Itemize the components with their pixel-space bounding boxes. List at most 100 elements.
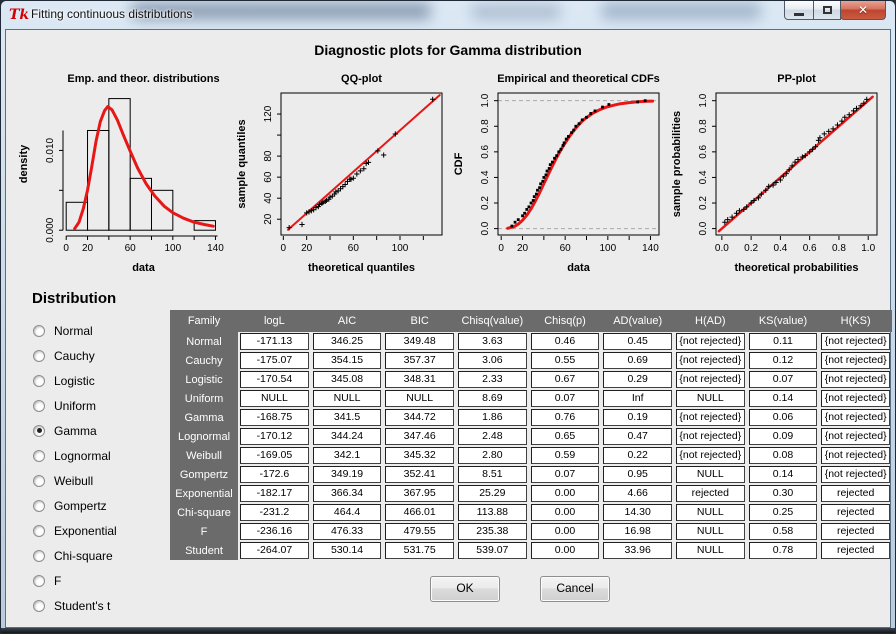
value-entry[interactable]: 0.06 [748, 409, 818, 426]
value-entry[interactable]: 464.4 [312, 504, 382, 521]
value-entry[interactable]: -169.05 [240, 447, 309, 464]
value-entry[interactable]: 8.69 [458, 390, 527, 407]
ok-button[interactable]: OK [430, 576, 500, 602]
value-entry[interactable]: 530.14 [312, 542, 382, 559]
value-entry[interactable]: {not rejected} [675, 333, 745, 350]
value-entry[interactable]: 342.1 [312, 447, 382, 464]
value-entry[interactable]: 345.32 [385, 447, 455, 464]
maximize-button[interactable] [813, 1, 841, 20]
value-entry[interactable]: 531.75 [385, 542, 455, 559]
value-entry[interactable]: NULL [675, 504, 745, 521]
close-button[interactable]: ✕ [840, 1, 886, 20]
value-entry[interactable]: rejected [675, 485, 745, 502]
radio-distribution-gompertz[interactable]: Gompertz [26, 493, 166, 518]
minimize-button[interactable] [784, 1, 814, 20]
value-entry[interactable]: 14.30 [603, 504, 672, 521]
value-entry[interactable]: 0.65 [530, 428, 600, 445]
value-entry[interactable]: 2.80 [458, 447, 527, 464]
value-entry[interactable]: {not rejected} [821, 352, 890, 369]
value-entry[interactable]: 235.38 [458, 523, 527, 540]
value-entry[interactable]: {not rejected} [821, 371, 890, 388]
value-entry[interactable]: 0.00 [530, 542, 600, 559]
value-entry[interactable]: 0.07 [748, 371, 818, 388]
value-entry[interactable]: {not rejected} [675, 371, 745, 388]
value-entry[interactable]: -170.54 [240, 371, 309, 388]
value-entry[interactable]: NULL [675, 466, 745, 483]
value-entry[interactable]: -175.07 [240, 352, 309, 369]
value-entry[interactable]: 0.08 [748, 447, 818, 464]
value-entry[interactable]: 0.59 [530, 447, 600, 464]
value-entry[interactable]: 0.19 [603, 409, 672, 426]
value-entry[interactable]: 0.45 [603, 333, 672, 350]
value-entry[interactable]: 0.14 [748, 390, 818, 407]
value-entry[interactable]: 0.29 [603, 371, 672, 388]
value-entry[interactable]: {not rejected} [675, 447, 745, 464]
value-entry[interactable]: 344.72 [385, 409, 455, 426]
value-entry[interactable]: 345.08 [312, 371, 382, 388]
value-entry[interactable]: 0.67 [530, 371, 600, 388]
value-entry[interactable]: 366.34 [312, 485, 382, 502]
value-entry[interactable]: {not rejected} [675, 352, 745, 369]
value-entry[interactable]: 344.24 [312, 428, 382, 445]
value-entry[interactable]: 33.96 [603, 542, 672, 559]
value-entry[interactable]: 0.07 [530, 466, 600, 483]
value-entry[interactable]: {not rejected} [821, 390, 890, 407]
value-entry[interactable]: NULL [240, 390, 309, 407]
value-entry[interactable]: 0.00 [530, 504, 600, 521]
value-entry[interactable]: 4.66 [603, 485, 672, 502]
value-entry[interactable]: 0.55 [530, 352, 600, 369]
radio-distribution-chi-square[interactable]: Chi-square [26, 543, 166, 568]
value-entry[interactable]: 25.29 [458, 485, 527, 502]
value-entry[interactable]: 0.30 [748, 485, 818, 502]
radio-distribution-lognormal[interactable]: Lognormal [26, 443, 166, 468]
value-entry[interactable]: 0.47 [603, 428, 672, 445]
value-entry[interactable]: 367.95 [385, 485, 455, 502]
value-entry[interactable]: -231.2 [240, 504, 309, 521]
value-entry[interactable]: 357.37 [385, 352, 455, 369]
value-entry[interactable]: NULL [675, 390, 745, 407]
value-entry[interactable]: {not rejected} [821, 409, 890, 426]
value-entry[interactable]: 539.07 [458, 542, 527, 559]
value-entry[interactable]: 476.33 [312, 523, 382, 540]
value-entry[interactable]: 1.86 [458, 409, 527, 426]
value-entry[interactable]: 113.88 [458, 504, 527, 521]
radio-distribution-uniform[interactable]: Uniform [26, 393, 166, 418]
value-entry[interactable]: {not rejected} [821, 466, 890, 483]
value-entry[interactable]: 0.95 [603, 466, 672, 483]
value-entry[interactable]: 0.07 [530, 390, 600, 407]
radio-distribution-normal[interactable]: Normal [26, 318, 166, 343]
value-entry[interactable]: -236.16 [240, 523, 309, 540]
value-entry[interactable]: 349.19 [312, 466, 382, 483]
radio-distribution-weibull[interactable]: Weibull [26, 468, 166, 493]
value-entry[interactable]: 0.76 [530, 409, 600, 426]
value-entry[interactable]: 352.41 [385, 466, 455, 483]
value-entry[interactable]: 3.63 [458, 333, 527, 350]
value-entry[interactable]: rejected [821, 523, 890, 540]
value-entry[interactable]: 347.46 [385, 428, 455, 445]
value-entry[interactable]: 16.98 [603, 523, 672, 540]
value-entry[interactable]: NULL [675, 542, 745, 559]
value-entry[interactable]: 0.00 [530, 485, 600, 502]
value-entry[interactable]: -168.75 [240, 409, 309, 426]
value-entry[interactable]: -264.07 [240, 542, 309, 559]
title-bar[interactable]: Tk Fitting continuous distributions ✕ [1, 1, 895, 29]
value-entry[interactable]: 341.5 [312, 409, 382, 426]
value-entry[interactable]: 0.78 [748, 542, 818, 559]
cancel-button[interactable]: Cancel [540, 576, 610, 602]
value-entry[interactable]: 0.09 [748, 428, 818, 445]
value-entry[interactable]: Inf [603, 390, 672, 407]
value-entry[interactable]: 346.25 [312, 333, 382, 350]
value-entry[interactable]: rejected [821, 485, 890, 502]
value-entry[interactable]: 8.51 [458, 466, 527, 483]
value-entry[interactable]: 349.48 [385, 333, 455, 350]
value-entry[interactable]: 3.06 [458, 352, 527, 369]
radio-distribution-exponential[interactable]: Exponential [26, 518, 166, 543]
value-entry[interactable]: rejected [821, 504, 890, 521]
radio-distribution-student-s-t[interactable]: Student's t [26, 593, 166, 618]
value-entry[interactable]: 0.69 [603, 352, 672, 369]
value-entry[interactable]: {not rejected} [675, 409, 745, 426]
value-entry[interactable]: 348.31 [385, 371, 455, 388]
value-entry[interactable]: 466.01 [385, 504, 455, 521]
value-entry[interactable]: -170.12 [240, 428, 309, 445]
value-entry[interactable]: 0.00 [530, 523, 600, 540]
